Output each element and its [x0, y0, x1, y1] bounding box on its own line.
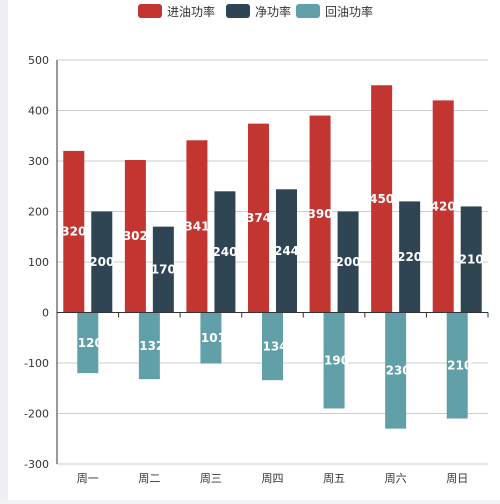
bar-series-2-周一[interactable]	[77, 312, 99, 374]
bar-series-0-周一[interactable]	[63, 150, 85, 313]
bar-series-0-周六[interactable]	[371, 85, 393, 313]
data-label-series-0: 302	[123, 229, 148, 243]
bar-series-0-周三[interactable]	[186, 140, 208, 313]
x-tick-label: 周三	[200, 472, 222, 485]
data-label-series-2: -190	[319, 353, 349, 367]
x-tick-label: 周五	[323, 472, 345, 485]
y-tick-label: 100	[28, 256, 49, 269]
data-label-series-2: -134	[257, 339, 287, 353]
bar-series-0-周五[interactable]	[309, 115, 331, 313]
data-label-series-1: 244	[274, 244, 299, 258]
left-strip	[0, 0, 8, 500]
y-tick-label: -200	[24, 408, 49, 421]
data-label-series-0: 420	[431, 199, 456, 213]
bar-series-1-周四[interactable]	[276, 189, 297, 313]
bar-series-1-周五[interactable]	[337, 211, 359, 313]
bar-series-2-周六[interactable]	[385, 312, 407, 429]
data-label-series-2: -210	[442, 359, 472, 373]
data-label-series-0: 374	[246, 211, 271, 225]
legend-swatch-0	[138, 4, 162, 18]
legend-item-0[interactable]: 进油功率	[138, 4, 215, 19]
legend-label-1: 净功率	[255, 4, 291, 19]
y-tick-label: 300	[28, 155, 49, 168]
data-label-series-2: -230	[381, 364, 411, 378]
x-tick-label: 周二	[138, 472, 160, 485]
bar-series-0-周二[interactable]	[124, 159, 146, 313]
bar-series-1-周一[interactable]	[91, 211, 113, 313]
bar-series-2-周日[interactable]	[446, 312, 468, 419]
bar-series-2-周二[interactable]	[138, 312, 160, 380]
y-tick-label: 0	[42, 307, 49, 320]
legend-swatch-1	[226, 4, 250, 18]
data-label-series-1: 220	[397, 250, 422, 264]
data-label-series-0: 450	[369, 192, 394, 206]
data-labels: 320 302 341 374 390 450 420 200 170 240 244 200 220 2…	[61, 192, 483, 378]
data-label-series-2: -132	[134, 339, 164, 353]
legend[interactable]: 进油功率 净功率 回油功率	[138, 4, 373, 19]
bar-series-1-周日[interactable]	[460, 206, 482, 313]
data-label-series-1: 240	[212, 245, 237, 259]
bars-group	[63, 85, 482, 429]
data-label-series-1: 210	[459, 252, 484, 266]
legend-label-2: 回油功率	[325, 4, 373, 19]
bar-series-0-周四[interactable]	[248, 123, 269, 313]
x-tick-label: 周四	[262, 472, 284, 485]
x-tick-label: 周日	[446, 472, 468, 485]
legend-label-0: 进油功率	[167, 4, 215, 19]
data-label-series-1: 170	[151, 263, 176, 277]
bar-series-1-周三[interactable]	[214, 191, 236, 313]
y-tick-label: 200	[28, 206, 49, 219]
bar-series-0-周日[interactable]	[432, 100, 454, 313]
bar-series-1-周六[interactable]	[399, 201, 421, 313]
data-label-series-1: 200	[89, 255, 114, 269]
legend-item-1[interactable]: 净功率	[226, 4, 291, 19]
legend-swatch-2	[296, 4, 320, 18]
data-label-series-1: 200	[336, 255, 361, 269]
data-label-series-2: -101	[196, 331, 226, 345]
bar-series-2-周四[interactable]	[262, 312, 283, 381]
bar-series-2-周五[interactable]	[323, 312, 345, 409]
legend-item-2[interactable]: 回油功率	[296, 4, 373, 19]
data-label-series-0: 320	[61, 225, 86, 239]
y-tick-label: -300	[24, 458, 49, 471]
data-label-series-0: 390	[308, 207, 333, 221]
bar-series-2-周三[interactable]	[200, 312, 222, 364]
x-tick-label: 周六	[385, 472, 407, 485]
y-tick-label: 400	[28, 105, 49, 118]
bar-series-1-周二[interactable]	[152, 226, 174, 313]
axes: 周一 周二 周三 周四 周五 周六 周日	[56, 60, 489, 485]
data-label-series-0: 341	[184, 219, 209, 233]
y-tick-label: -100	[24, 357, 49, 370]
x-tick-label: 周一	[77, 472, 99, 485]
data-label-series-2: -120	[73, 336, 103, 350]
y-tick-label: 500	[28, 54, 49, 67]
